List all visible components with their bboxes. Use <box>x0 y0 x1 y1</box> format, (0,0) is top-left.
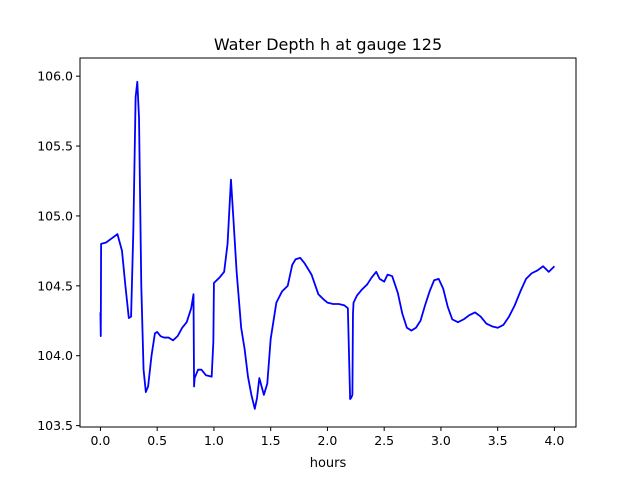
plot-layer <box>99 80 556 410</box>
y-tick-label: 106.0 <box>37 69 73 84</box>
x-tick-label: 4.0 <box>544 433 564 448</box>
x-tick-label: 2.0 <box>317 433 337 448</box>
axes-frame <box>79 57 577 428</box>
y-tick-label: 105.0 <box>37 208 73 223</box>
x-axis-label: hours <box>310 456 347 471</box>
axes-layer: 0.0 0.5 1.0 1.5 2.0 2.5 3.0 3.5 4.0 103.5 104.0 104… <box>37 57 577 448</box>
chart-title: Water Depth h at gauge 125 <box>214 35 442 54</box>
y-tick-label: 104.5 <box>37 278 73 293</box>
x-tick-label: 1.0 <box>204 433 224 448</box>
x-tick-label: 0.5 <box>147 433 167 448</box>
x-tick-label: 3.0 <box>431 433 451 448</box>
x-tick-label: 1.5 <box>261 433 281 448</box>
x-tick-label: 0.0 <box>90 433 110 448</box>
x-tick-label: 2.5 <box>374 433 394 448</box>
x-tick-label: 3.5 <box>488 433 508 448</box>
y-tick-label: 105.5 <box>37 139 73 154</box>
y-tick-label: 104.0 <box>37 348 73 363</box>
y-tick-label: 103.5 <box>37 418 73 433</box>
series-line-0 <box>99 80 556 410</box>
